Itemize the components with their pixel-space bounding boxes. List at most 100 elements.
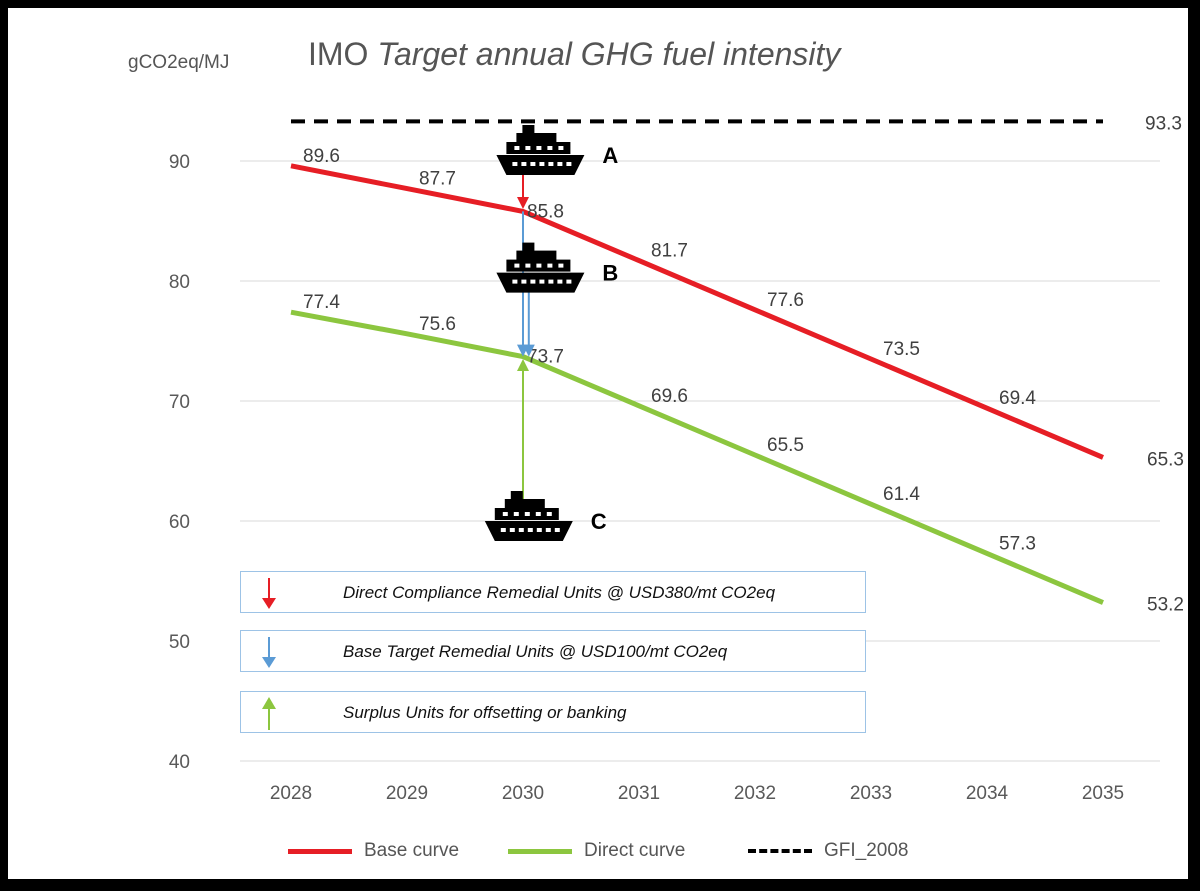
ship-window — [524, 512, 530, 516]
legend-box-text: Base Target Remedial Units @ USD100/mt C… — [343, 642, 728, 661]
ship-window — [554, 528, 560, 532]
ship-window — [525, 263, 531, 268]
data-label: 53.2 — [1147, 595, 1184, 616]
chart-title-italic: Target annual GHG fuel intensity — [377, 36, 841, 72]
legend-box-text: Direct Compliance Remedial Units @ USD38… — [343, 583, 776, 602]
x-tick-label: 2029 — [386, 783, 428, 804]
ship-funnel — [510, 491, 523, 500]
data-label: 81.7 — [651, 241, 688, 262]
ship-cabin — [504, 499, 545, 509]
legend-box-direct-compliance: Direct Compliance Remedial Units @ USD38… — [240, 571, 866, 613]
ship-window — [514, 263, 520, 268]
ship-window — [530, 279, 536, 284]
data-label: 73.5 — [883, 339, 920, 360]
data-label: 93.3 — [1145, 113, 1182, 134]
ship-cabin — [516, 133, 557, 143]
y-tick-label: 60 — [169, 512, 190, 533]
x-tick-label: 2032 — [734, 783, 776, 804]
y-tick-label: 70 — [169, 392, 190, 413]
x-tick-label: 2034 — [966, 783, 1009, 804]
y-tick-label: 90 — [169, 152, 190, 173]
chart-title-prefix: IMO — [308, 36, 378, 72]
legend-swatch — [288, 848, 352, 854]
ship-window — [545, 528, 551, 532]
ship-window — [518, 528, 524, 532]
ship-window — [557, 279, 563, 284]
ship-window — [502, 512, 508, 516]
ship-window — [566, 162, 572, 166]
ship-label: A — [602, 143, 618, 168]
ship-window — [547, 263, 553, 268]
data-label: 69.4 — [999, 388, 1036, 409]
ship-icon — [496, 125, 585, 175]
legend-box-base-target: Base Target Remedial Units @ USD100/mt C… — [240, 630, 866, 672]
series-line-0 — [290, 163, 1104, 460]
ship-window — [521, 162, 527, 166]
x-tick-label: 2030 — [502, 783, 544, 804]
annotation-arrow-head — [517, 359, 529, 371]
ship-window — [558, 146, 564, 150]
legend-label: Base curve — [364, 840, 460, 861]
ship-window — [509, 528, 515, 532]
ship-window — [557, 162, 563, 166]
ship-window — [512, 162, 518, 166]
ship-window — [547, 146, 553, 150]
legend-item-base-curve: Base curve — [288, 840, 459, 862]
y-axis-label: gCO2eq/MJ — [128, 52, 230, 73]
ship-window — [539, 279, 545, 284]
ship-window — [500, 528, 506, 532]
y-tick-label: 80 — [169, 272, 190, 293]
ship-window — [527, 528, 533, 532]
ship-window — [536, 263, 542, 268]
ship-funnel — [522, 242, 535, 252]
ship-window — [548, 279, 554, 284]
ship-icon — [496, 242, 585, 293]
legend-label: Direct curve — [584, 840, 686, 861]
legend-box-surplus: Surplus Units for offsetting or banking — [240, 691, 866, 733]
ship-window — [566, 279, 572, 284]
data-label: 65.3 — [1147, 449, 1184, 470]
data-label: 65.5 — [767, 435, 804, 456]
legend-item-direct-curve: Direct curve — [508, 840, 685, 862]
ship-window — [530, 162, 536, 166]
data-label: 87.7 — [419, 169, 456, 190]
data-label: 77.4 — [303, 292, 340, 313]
data-label: 69.6 — [651, 386, 688, 407]
ship-window — [548, 162, 554, 166]
x-tick-label: 2031 — [618, 783, 660, 804]
y-tick-label: 50 — [169, 632, 190, 653]
ship-label: C — [591, 509, 607, 534]
data-label: 77.6 — [767, 290, 804, 311]
legend-label: GFI_2008 — [824, 840, 909, 861]
data-label: 57.3 — [999, 533, 1036, 554]
data-label: 85.8 — [527, 201, 564, 222]
green-up-arrow-icon — [262, 697, 276, 730]
chart-frame: 40 50 60 70 80 90 2028 2029 2030 2031 2032 2033 203… — [8, 8, 1188, 879]
legend-swatch — [748, 849, 812, 853]
line-chart: 40 50 60 70 80 90 2028 2029 2030 2031 2032 2033 203… — [169, 113, 1184, 804]
x-tick-label: 2035 — [1082, 783, 1124, 804]
annotation-arrow-head — [517, 197, 529, 209]
ship-funnel — [522, 125, 535, 134]
ship-window — [558, 263, 564, 268]
y-tick-label: 40 — [169, 752, 190, 773]
ship-cabin — [516, 250, 557, 261]
ship-window — [536, 146, 542, 150]
ship-icon — [484, 491, 573, 541]
ship-window — [521, 279, 527, 284]
ship-window — [539, 162, 545, 166]
ship-window — [535, 512, 541, 516]
data-label: 75.6 — [419, 314, 456, 335]
ship-window — [546, 512, 552, 516]
ship-label: B — [602, 261, 618, 286]
ship-window — [514, 146, 520, 150]
red-down-arrow-icon — [262, 578, 276, 609]
annotation-arrow-head — [522, 344, 535, 357]
legend-box-text: Surplus Units for offsetting or banking — [343, 703, 627, 722]
data-label: 61.4 — [883, 484, 920, 505]
ship-window — [536, 528, 542, 532]
legend-swatch — [508, 848, 572, 854]
ship-window — [512, 279, 518, 284]
data-label: 73.7 — [527, 347, 564, 368]
x-tick-label: 2028 — [270, 783, 312, 804]
